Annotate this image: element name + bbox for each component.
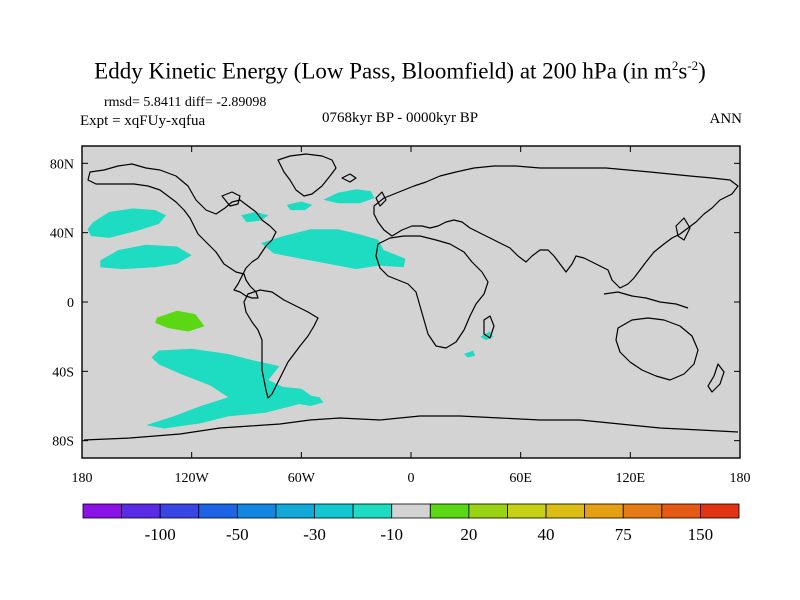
region-south-pacific-band — [146, 348, 316, 429]
colorbar-box — [198, 503, 238, 519]
coast-africa — [375, 235, 489, 349]
colorbar-label: -10 — [380, 525, 403, 544]
coast-hudson — [221, 191, 241, 207]
x-tick-label: 120E — [616, 471, 646, 486]
coast-greenland — [277, 153, 337, 197]
chart-title-sup1: 2 — [671, 58, 679, 73]
colorbar-box — [545, 503, 586, 519]
land-ocean-background — [82, 146, 740, 458]
colorbar: -100 -50 -30 -10 20 40 75 150 — [82, 503, 740, 544]
colorbar-box — [159, 503, 200, 519]
period-label: 0768kyr BP - 0000kyr BP — [321, 110, 479, 126]
coast-australia — [615, 317, 699, 381]
colorbar-box — [661, 503, 701, 519]
chart-title: Eddy Kinetic Energy (Low Pass, Bloomfiel… — [0, 58, 800, 85]
colorbar-box — [275, 503, 315, 519]
x-tick-label: 0 — [408, 471, 415, 486]
region-labrador — [286, 201, 313, 211]
coast-iceland — [341, 173, 357, 183]
region-north-pacific-subtropical — [100, 244, 192, 270]
region-atlantic-blob — [286, 388, 324, 406]
colorbar-label: 75 — [615, 525, 632, 544]
region-north-pacific-west — [87, 208, 167, 238]
x-tick-label: 120W — [175, 471, 210, 486]
x-tick-label: 180 — [730, 471, 751, 486]
coast-japan — [675, 217, 691, 241]
colorbar-label: 20 — [460, 525, 477, 544]
x-tick-label: 180 — [72, 471, 93, 486]
colorbar-box — [352, 503, 393, 519]
colorbar-box — [507, 503, 547, 519]
y-tick-label: 0 — [67, 296, 74, 311]
coast-madagascar — [483, 315, 495, 339]
season-label: ANN — [709, 111, 743, 127]
chart-title-sup2: -2 — [687, 58, 699, 73]
colorbar-box — [391, 503, 431, 519]
coast-new-zealand — [707, 363, 725, 393]
x-tick-label: 60E — [509, 471, 532, 486]
coast-antarctica — [83, 415, 739, 441]
colorbar-box — [82, 503, 122, 519]
stats-text: rmsd= 5.8411 diff= -2.89098 — [104, 95, 267, 110]
colorbar-box — [236, 503, 277, 519]
y-tick-label: 80N — [50, 157, 74, 172]
region-central-pacific-positive — [155, 310, 205, 332]
colorbar-label: -30 — [303, 525, 326, 544]
chart-title-text: Eddy Kinetic Energy (Low Pass, Bloomfiel… — [94, 58, 672, 84]
colorbar-box — [584, 503, 624, 519]
y-tick-label: 80S — [52, 435, 74, 450]
plot-background — [82, 146, 740, 458]
colorbar-label: 150 — [688, 525, 714, 544]
colorbar-box — [429, 503, 470, 519]
colorbar-box — [622, 503, 663, 519]
colorbar-box — [314, 503, 354, 519]
region-south-africa-east — [464, 350, 475, 358]
chart-title-close: ) — [698, 58, 706, 84]
chart-title-unit-s: s — [678, 58, 688, 84]
y-tick-label: 40N — [50, 227, 74, 242]
x-tick-label: 60W — [288, 471, 316, 486]
y-axis-ticks: 80N 40N 0 40S 80S — [50, 157, 740, 450]
colorbar-box — [468, 503, 508, 519]
region-north-atlantic-jet — [261, 229, 406, 270]
colorbar-box — [121, 503, 161, 519]
region-north-atlantic-high — [323, 189, 375, 204]
anomaly-regions — [87, 189, 494, 429]
coast-eurasia — [373, 165, 739, 289]
colorbar-label: -100 — [145, 525, 176, 544]
y-tick-label: 40S — [52, 365, 74, 380]
coast-north-america — [87, 163, 277, 299]
x-axis-ticks: 180 120W 60W 0 60E 120E 180 — [72, 146, 751, 486]
colorbar-label: 40 — [538, 525, 555, 544]
coast-south-america — [243, 289, 319, 399]
coastlines — [83, 153, 739, 441]
colorbar-label: -50 — [226, 525, 249, 544]
coast-british-isles — [375, 191, 387, 207]
coast-indonesia — [603, 291, 689, 309]
colorbar-box — [700, 503, 740, 519]
experiment-label: Expt = xqFUy-xqfua — [80, 113, 206, 129]
